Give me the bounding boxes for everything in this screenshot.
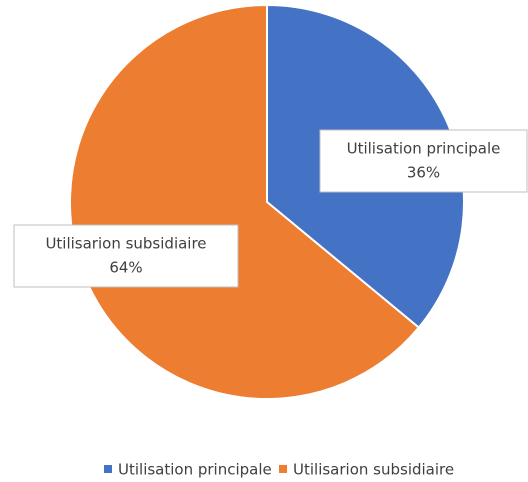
legend-label: Utilisation principale	[118, 461, 272, 479]
data-label-category: Utilisation principale	[347, 140, 501, 158]
legend-swatch	[279, 465, 287, 473]
data-label-value: 36%	[407, 164, 440, 182]
data-label-box	[13, 224, 239, 288]
legend-swatch	[104, 465, 112, 473]
legend-label: Utilisarion subsidiaire	[293, 461, 454, 479]
data-label-box	[319, 129, 528, 193]
data-label-category: Utilisarion subsidiaire	[45, 235, 206, 253]
data-label-value: 64%	[109, 259, 142, 277]
